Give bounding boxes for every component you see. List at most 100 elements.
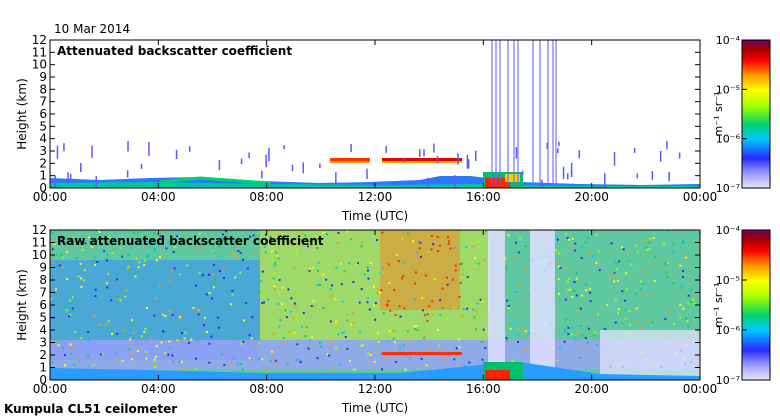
noise-speck xyxy=(298,358,301,361)
noise-speck xyxy=(680,285,683,288)
noise-speck xyxy=(687,302,690,305)
noise-speck xyxy=(424,335,427,338)
noise-speck xyxy=(261,358,264,361)
noise-speck xyxy=(254,251,257,254)
x-axis-label-1: Time (UTC) xyxy=(341,209,408,223)
noise-speck xyxy=(157,290,160,293)
y-tick-label: 2 xyxy=(39,156,47,170)
noise-speck xyxy=(667,230,670,233)
precip-column-2a xyxy=(488,230,505,380)
noise-speck xyxy=(143,331,146,334)
noise-speck xyxy=(127,331,130,334)
noise-speck xyxy=(312,266,315,269)
noise-speck xyxy=(70,352,73,355)
noise-speck xyxy=(374,302,377,305)
noise-speck xyxy=(113,334,116,337)
sparse-echo xyxy=(188,146,191,152)
noise-speck xyxy=(580,334,583,337)
noise-speck xyxy=(131,341,134,344)
noise-speck xyxy=(317,261,320,264)
noise-speck xyxy=(278,279,281,282)
noise-speck xyxy=(203,316,206,319)
noise-speckle xyxy=(50,230,700,371)
noise-speck xyxy=(212,273,215,276)
noise-speck xyxy=(242,340,245,343)
noise-speck xyxy=(387,263,390,266)
noise-speck xyxy=(254,238,257,241)
y-tick-label: 4 xyxy=(39,132,47,146)
noise-speck xyxy=(197,313,200,316)
noise-speck xyxy=(80,337,83,340)
noise-speck xyxy=(352,322,355,325)
sparse-echo xyxy=(457,153,459,165)
noise-speck xyxy=(556,238,559,241)
noise-speck xyxy=(301,232,304,235)
sparse-echo xyxy=(80,162,82,173)
noise-speck xyxy=(94,288,97,291)
noise-speck xyxy=(239,271,242,274)
sparse-echo xyxy=(426,177,429,188)
noise-speck xyxy=(353,368,356,371)
noise-speck xyxy=(136,349,139,352)
heatmap-2 xyxy=(50,230,700,380)
noise-speck xyxy=(471,242,474,245)
noise-speck xyxy=(679,316,682,319)
noise-speck xyxy=(447,243,450,246)
noise-speck xyxy=(250,337,253,340)
x-axis-label-2: Time (UTC) xyxy=(341,401,408,415)
noise-speck xyxy=(264,251,267,254)
noise-speck xyxy=(50,298,53,301)
noise-speck xyxy=(329,320,332,323)
cloud-layer-2 xyxy=(382,352,462,355)
noise-speck xyxy=(207,273,210,276)
noise-speck xyxy=(230,303,233,306)
noise-speck xyxy=(668,311,671,314)
noise-speck xyxy=(74,330,77,333)
noise-speck xyxy=(639,280,642,283)
noise-speck xyxy=(280,303,283,306)
noise-speck xyxy=(154,248,157,251)
noise-speck xyxy=(682,241,685,244)
noise-speck xyxy=(438,244,441,247)
sparse-echo xyxy=(140,163,143,169)
noise-speck xyxy=(134,275,137,278)
noise-speck xyxy=(62,346,65,349)
noise-speck xyxy=(106,253,109,256)
noise-speck xyxy=(325,278,328,281)
noise-speck xyxy=(217,326,220,329)
x-tick-label: 20:00 xyxy=(574,382,609,396)
sparse-echo xyxy=(127,140,129,152)
noise-speck xyxy=(431,300,434,303)
sparse-echo xyxy=(302,162,305,174)
noise-speck xyxy=(172,360,175,363)
noise-speck xyxy=(179,315,182,318)
noise-speck xyxy=(505,337,508,340)
noise-speck xyxy=(269,360,272,363)
noise-speck xyxy=(385,303,388,306)
noise-speck xyxy=(61,256,64,259)
noise-speck xyxy=(300,325,303,328)
noise-speck xyxy=(698,275,700,278)
noise-speck xyxy=(90,245,93,248)
noise-speck xyxy=(164,351,167,354)
noise-speck xyxy=(616,279,619,282)
noise-speck xyxy=(299,361,302,364)
sparse-echo xyxy=(283,145,285,150)
x-tick-label: 04:00 xyxy=(141,190,176,204)
boundary-layer-2 xyxy=(50,362,700,380)
y-tick-label: 12 xyxy=(32,223,47,237)
noise-speck xyxy=(359,331,362,334)
sparse-echo xyxy=(261,170,263,179)
sparse-echo xyxy=(63,143,65,152)
noise-speck xyxy=(343,270,346,273)
noise-speck xyxy=(341,300,344,303)
noise-speck xyxy=(231,289,234,292)
noise-speck xyxy=(570,326,573,329)
noise-speck xyxy=(208,292,211,295)
noise-speck xyxy=(346,319,349,322)
noise-speck xyxy=(340,283,343,286)
cloud-layer-1a-edge xyxy=(330,161,370,163)
noise-speck xyxy=(184,367,187,370)
noise-speck xyxy=(439,314,442,317)
noise-speck xyxy=(313,304,316,307)
